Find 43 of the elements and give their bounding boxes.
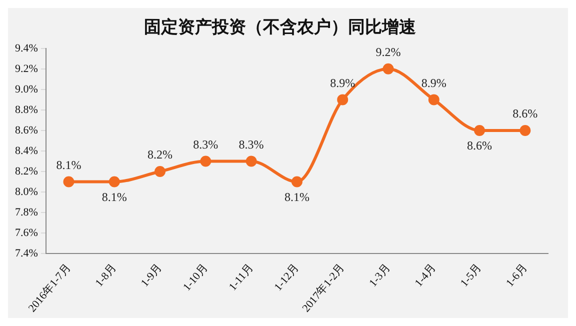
x-tick-label: 1-11月 <box>226 262 256 294</box>
y-tick-label: 9.2% <box>14 62 38 75</box>
x-tick-label: 1-9月 <box>138 262 165 290</box>
point <box>382 63 394 74</box>
point <box>337 94 348 106</box>
point <box>108 176 120 188</box>
y-tick-label: 7.8% <box>14 206 38 218</box>
data-label: 9.2% <box>376 45 401 60</box>
x-tick-label: 1-4月 <box>412 262 438 290</box>
point <box>246 156 257 167</box>
x-tick-label: 1-10月 <box>180 262 210 294</box>
point <box>200 156 212 167</box>
chart-title: 固定资产投资（不含农户）同比增速 <box>144 18 416 37</box>
y-tick-label: 8.4% <box>14 144 38 157</box>
point <box>291 176 302 188</box>
point <box>63 176 74 188</box>
point <box>154 166 166 178</box>
y-tick-label: 7.4% <box>14 247 38 260</box>
x-tick-label: 1-6月 <box>504 262 530 290</box>
x-tick-label: 1-8月 <box>93 262 119 290</box>
y-tick-label: 7.6% <box>14 226 38 239</box>
x-tick-label: 1-3月 <box>367 262 393 290</box>
y-tick-label: 8.0% <box>14 186 38 198</box>
data-label: 8.1% <box>56 158 82 172</box>
y-tick-label: 9.4% <box>14 42 38 54</box>
data-label: 8.6% <box>512 106 538 121</box>
point <box>474 124 486 136</box>
x-tick-label: 1-12月 <box>272 262 302 294</box>
data-label: 8.6% <box>467 138 492 153</box>
data-label: 8.2% <box>148 148 173 162</box>
point <box>428 94 440 106</box>
y-tick-label: 9.0% <box>14 83 38 96</box>
data-label: 8.3% <box>238 137 264 152</box>
y-tick-label: 8.6% <box>14 124 38 136</box>
y-tick-label: 8.2% <box>14 165 38 178</box>
data-label: 8.1% <box>102 190 127 204</box>
point <box>520 124 531 136</box>
data-label: 8.3% <box>193 137 218 152</box>
data-label: 8.9% <box>330 76 356 90</box>
y-tick-label: 8.8% <box>14 104 38 116</box>
x-tick-label: 1-5月 <box>458 262 484 290</box>
data-label: 8.1% <box>284 190 310 204</box>
data-label: 8.9% <box>421 76 446 90</box>
